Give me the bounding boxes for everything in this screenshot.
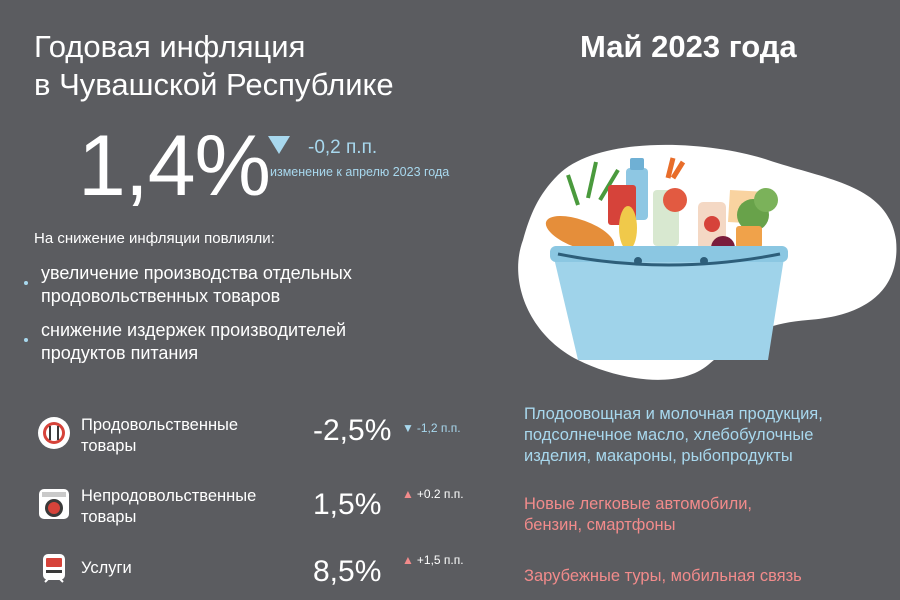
category-label-line: Услуги bbox=[81, 559, 132, 577]
category-change-value: +0.2 п.п. bbox=[416, 487, 464, 501]
down-triangle-icon bbox=[268, 136, 290, 154]
category-change-value: +1,5 п.п. bbox=[416, 553, 464, 567]
category-change-value: -1,2 п.п. bbox=[416, 421, 461, 435]
washing-machine-icon bbox=[39, 489, 69, 519]
category-value: -2,5% bbox=[313, 414, 392, 447]
category-value: 1,5% bbox=[313, 488, 382, 521]
category-label-line: Продовольственные bbox=[81, 416, 239, 434]
comment-line: бензин, смартфоны bbox=[524, 516, 676, 534]
factor-item: снижение издержек производителей продукт… bbox=[24, 319, 421, 365]
category-label: Продовольственные товары bbox=[81, 415, 238, 457]
factors-title: На снижение инфляции повлияли: bbox=[34, 230, 275, 247]
plate-fork-knife-icon bbox=[38, 417, 70, 449]
factor-line: увеличение производства отдельных bbox=[41, 263, 352, 283]
comment-line: Зарубежные туры, мобильная связь bbox=[524, 567, 802, 585]
category-change: ▼ -1,2 п.п. bbox=[402, 421, 461, 435]
comment-line: Плодоовощная и молочная продукция, bbox=[524, 405, 823, 423]
inflation-change: -0,2 п.п. bbox=[308, 137, 378, 158]
up-triangle-icon: ▲ bbox=[402, 553, 414, 567]
train-icon bbox=[43, 554, 65, 583]
category-label-line: товары bbox=[81, 437, 137, 455]
category-label: Услуги bbox=[81, 558, 132, 579]
inflation-change-note: изменение к апрелю 2023 года bbox=[270, 165, 450, 179]
title-line-2: в Чувашской Республике bbox=[34, 67, 394, 102]
up-triangle-icon: ▲ bbox=[402, 487, 414, 501]
bullet-icon bbox=[24, 338, 28, 342]
category-label-line: Непродовольственные bbox=[81, 487, 257, 505]
category-label: Непродовольственные товары bbox=[81, 486, 256, 528]
category-comment: Плодоовощная и молочная продукция, подсо… bbox=[524, 404, 823, 467]
comment-line: Новые легковые автомобили, bbox=[524, 495, 753, 513]
category-value: 8,5% bbox=[313, 555, 382, 588]
comment-line: изделия, макароны, рыбопродукты bbox=[524, 447, 793, 465]
inflation-value: 1,4% bbox=[78, 118, 271, 214]
title-line-1: Годовая инфляция bbox=[34, 29, 306, 64]
comment-line: подсолнечное масло, хлебобулочные bbox=[524, 426, 814, 444]
category-comment: Зарубежные туры, мобильная связь bbox=[524, 566, 802, 587]
factor-item: увеличение производства отдельных продов… bbox=[24, 262, 421, 308]
category-change: ▲ +1,5 п.п. bbox=[402, 553, 464, 567]
factor-line: продовольственных товаров bbox=[41, 286, 281, 306]
category-label-line: товары bbox=[81, 508, 137, 526]
bullet-icon bbox=[24, 281, 28, 285]
page-title: Годовая инфляция в Чувашской Республике bbox=[34, 28, 394, 104]
factor-line: снижение издержек производителей bbox=[41, 320, 347, 340]
grocery-basket-icon bbox=[518, 144, 897, 380]
factor-line: продуктов питания bbox=[41, 343, 199, 363]
period-label: Май 2023 года bbox=[580, 29, 797, 64]
down-triangle-icon: ▼ bbox=[402, 421, 414, 435]
category-comment: Новые легковые автомобили, бензин, смарт… bbox=[524, 494, 752, 536]
category-change: ▲ +0.2 п.п. bbox=[402, 487, 464, 501]
